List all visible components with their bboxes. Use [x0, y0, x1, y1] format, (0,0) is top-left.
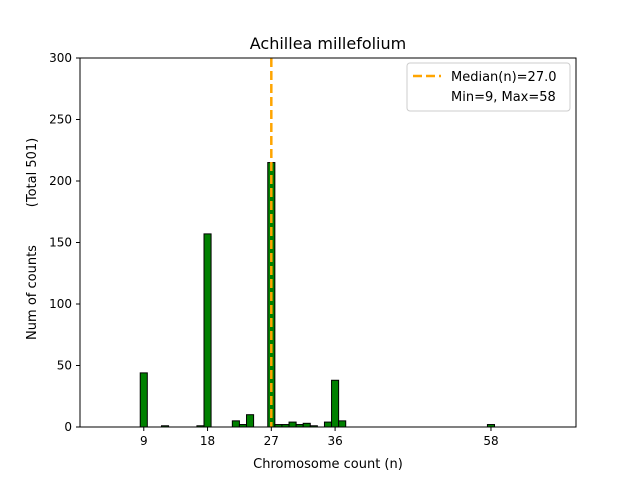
x-tick-label: 36 — [327, 434, 342, 448]
bar — [203, 233, 212, 428]
y-tick-label: 50 — [57, 359, 72, 373]
x-tick-label: 18 — [200, 434, 215, 448]
y-tick-label: 200 — [49, 174, 72, 188]
x-tick-label: 58 — [483, 434, 498, 448]
legend-entry-median: Median(n)=27.0 — [451, 70, 557, 85]
bar — [139, 372, 148, 428]
legend-box — [406, 62, 571, 112]
y-axis-label: Num of counts — [25, 245, 40, 340]
y-tick-label: 300 — [49, 51, 72, 65]
y-tick-label: 250 — [49, 113, 72, 127]
y-tick-label: 0 — [64, 420, 72, 434]
bar — [331, 379, 340, 428]
bar — [246, 414, 255, 428]
y-axis-total-label: (Total 501) — [25, 138, 40, 207]
chart-title: Achillea millefolium — [250, 34, 406, 53]
x-tick-label: 9 — [140, 434, 148, 448]
y-axis-ticks: 0 50 100 150 200 250 300 — [49, 51, 80, 434]
bar — [231, 420, 240, 428]
bar — [323, 421, 333, 428]
y-tick-label: 100 — [49, 297, 72, 311]
legend: Median(n)=27.0 Min=9, Max=58 — [406, 62, 571, 112]
legend-entry-min-max: Min=9, Max=58 — [451, 90, 556, 105]
bar — [338, 420, 347, 428]
y-tick-label: 150 — [49, 236, 72, 250]
x-axis-ticks: 9 18 27 36 58 — [140, 427, 499, 448]
x-tick-label: 27 — [264, 434, 279, 448]
bar — [288, 421, 297, 428]
bar — [302, 422, 311, 428]
x-axis-label: Chromosome count (n) — [253, 457, 403, 472]
